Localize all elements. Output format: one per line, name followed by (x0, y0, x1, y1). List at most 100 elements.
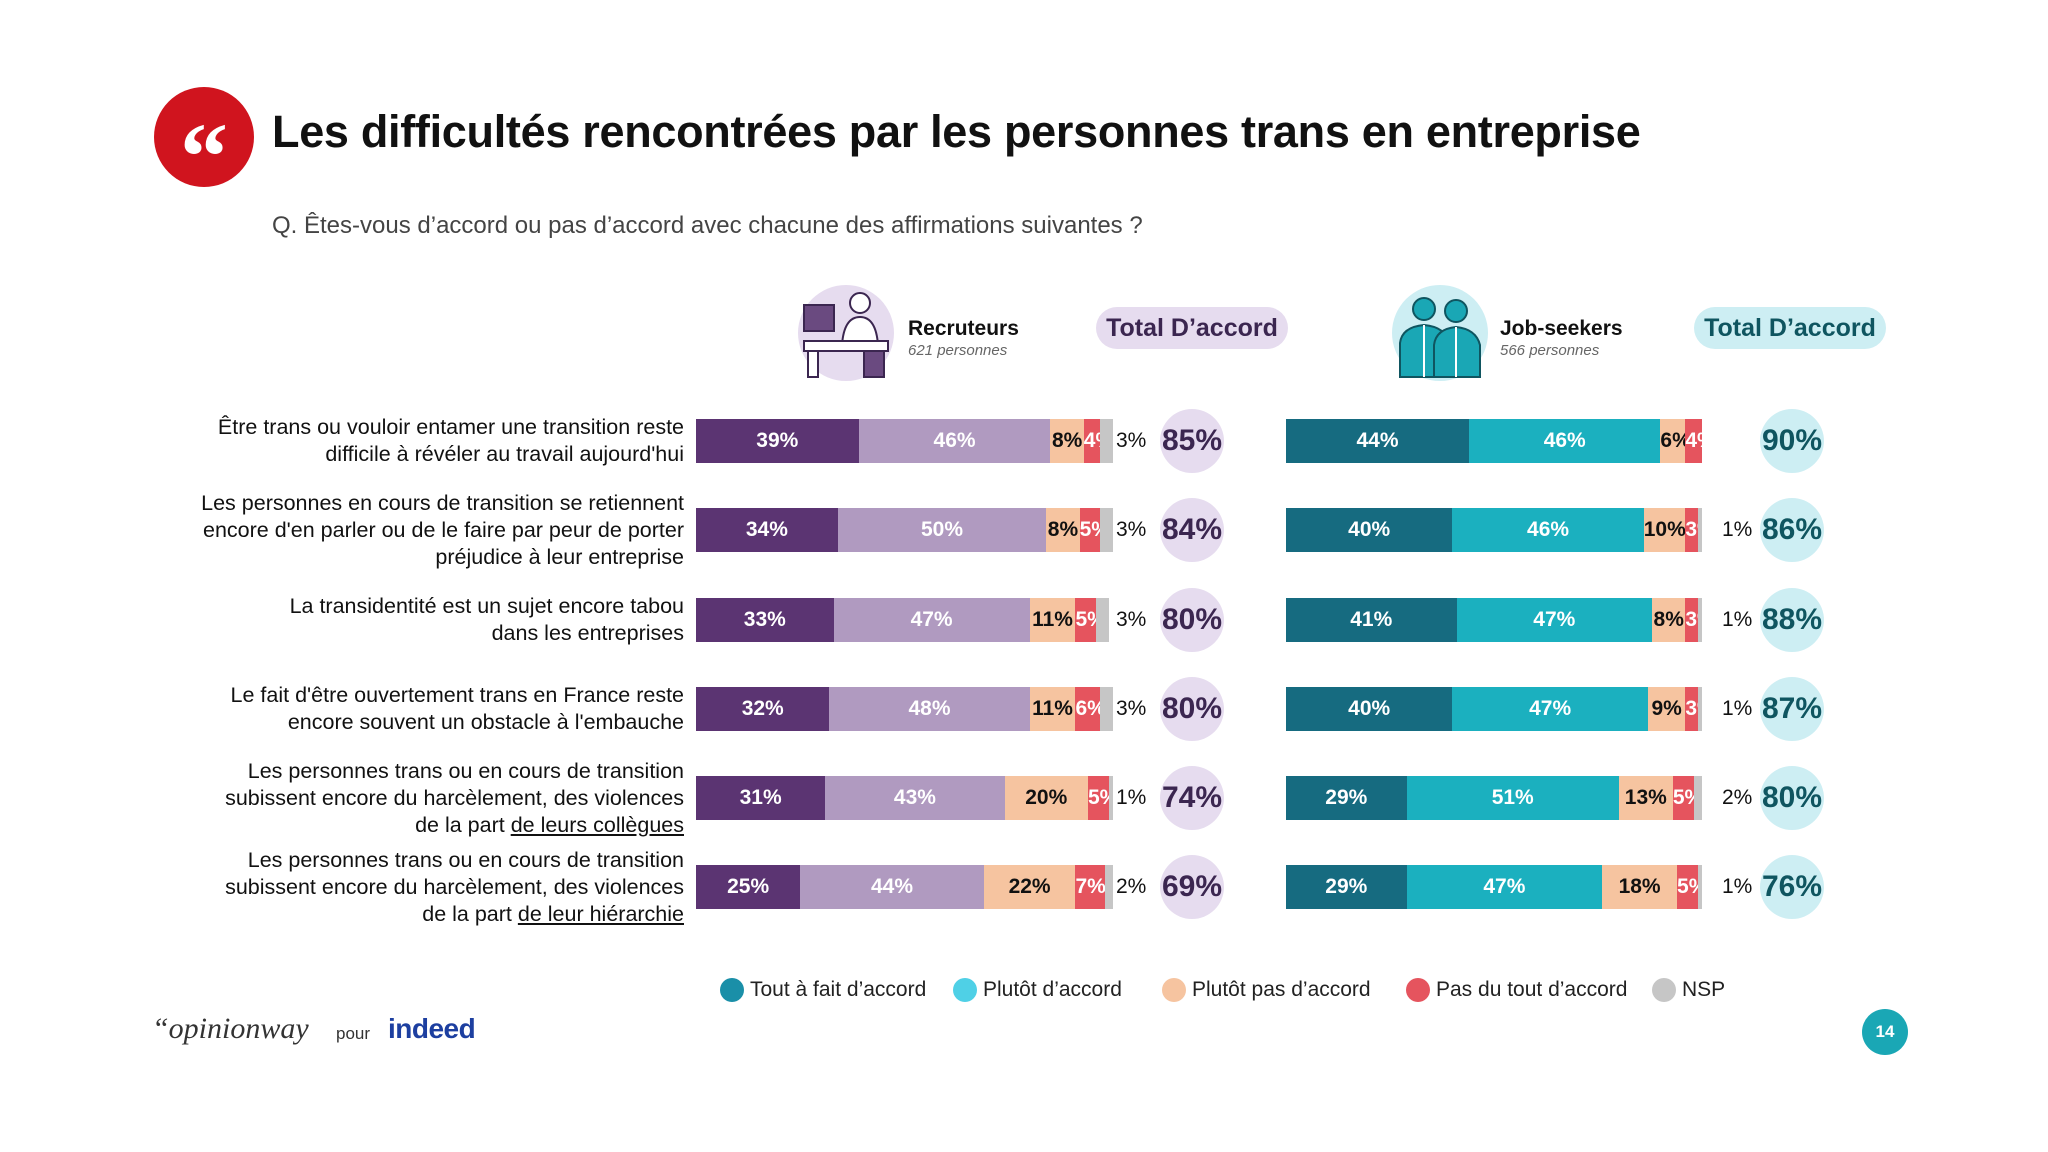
total-accord-value: 88% (1760, 588, 1824, 652)
bar-segment: 46% (858, 419, 1051, 463)
statement-label: Les personnes en cours de transition se … (201, 490, 684, 569)
bar-segment: 29% (1286, 776, 1407, 820)
bar-segment: 8% (1652, 598, 1686, 642)
bar-segment: 50% (837, 508, 1047, 552)
nsp-label: 1% (1722, 875, 1753, 898)
legend-swatch (953, 960, 980, 1002)
bar-segment: 3% (1685, 508, 1698, 552)
bar-segment: 47% (1456, 598, 1653, 642)
opinionway-logo: “opinionway (152, 1012, 309, 1045)
bar-segment: 40% (1286, 687, 1453, 731)
legend-swatch-secondary (723, 960, 747, 984)
legend-item: NSP (1652, 976, 1725, 1004)
bar-segment: 43% (825, 776, 1005, 820)
bar-segment (1096, 598, 1109, 642)
total-accord-value: 86% (1760, 498, 1824, 562)
nsp-label: 3% (1116, 429, 1147, 452)
question-text: Q. Êtes-vous d’accord ou pas d’accord av… (272, 212, 1143, 239)
bar-segment: 18% (1602, 865, 1678, 909)
bar-segment: 47% (1452, 687, 1648, 731)
legend-item: Plutôt pas d’accord (1162, 976, 1371, 1004)
bar-segment: 6% (1075, 687, 1101, 731)
bar-segment (1697, 598, 1702, 642)
bar-recruteurs: 31%43%20%5% (696, 776, 1113, 820)
bar-segment: 8% (1046, 508, 1080, 552)
bar-segment: 25% (696, 865, 801, 909)
bar-segment: 9% (1647, 687, 1686, 731)
bar-job-seekers: 29%51%13%5% (1286, 776, 1702, 820)
group-name-job-seekers: Job-seekers (1500, 317, 1623, 340)
group-sample-job-seekers: 566 personnes (1500, 342, 1600, 359)
bar-segment: 4% (1083, 419, 1101, 463)
total-accord-value: 76% (1760, 855, 1824, 919)
bar-segment: 33% (696, 598, 834, 642)
bar-segment: 5% (1677, 865, 1698, 909)
bar-segment (1697, 687, 1702, 731)
total-accord-header-recruiters: Total D’accord (1096, 307, 1288, 349)
statement-label: Les personnes trans ou en cours de trans… (225, 758, 684, 837)
bar-segment: 5% (1079, 508, 1101, 552)
bar-recruteurs: 32%48%11%6% (696, 687, 1113, 731)
statement-label: Être trans ou vouloir entamer une transi… (217, 415, 684, 466)
bar-segment: 20% (1004, 776, 1088, 820)
statement-label: Le fait d'être ouvertement trans en Fran… (230, 683, 684, 734)
total-accord-value: 87% (1760, 677, 1824, 741)
bar-segment (1693, 776, 1702, 820)
legend-swatch (1652, 978, 1676, 1002)
bar-segment: 34% (696, 508, 838, 552)
bar-segment (1100, 419, 1113, 463)
legend-swatch (720, 960, 747, 1002)
bar-segment: 41% (1286, 598, 1457, 642)
bar-segment: 51% (1406, 776, 1619, 820)
nsp-label: 1% (1116, 786, 1147, 809)
legend-swatch (1162, 978, 1186, 1002)
bar-segment (1108, 776, 1113, 820)
bar-recruteurs: 25% 44% 22% 7% (696, 865, 1113, 909)
page-title: Les difficultés rencontrées par les pers… (272, 106, 1641, 157)
bar-segment: 5% (1087, 776, 1109, 820)
group-name-recruiters: Recruteurs (908, 317, 1019, 340)
legend-label: Plutôt d’accord (983, 978, 1122, 1001)
bar-segment: 44% (800, 865, 984, 909)
job-seekers-people-icon (1392, 285, 1488, 381)
bar-segment: 11% (1029, 687, 1076, 731)
bar-segment (1100, 687, 1113, 731)
bar-segment: 31% (696, 776, 826, 820)
statement-label: La transidentité est un sujet encore tab… (289, 594, 684, 645)
bar-segment: 47% (833, 598, 1030, 642)
bar-job-seekers: 41%47%8%3% (1286, 598, 1702, 642)
bar-segment: 5% (1672, 776, 1694, 820)
bar-segment: 22% (983, 865, 1076, 909)
bar-segment: 29% (1286, 865, 1407, 909)
bar-segment: 7% (1075, 865, 1105, 909)
bar-job-seekers: 44%46%6%4% (1286, 419, 1702, 463)
bar-job-seekers: 40%46%10%3% (1286, 508, 1702, 552)
nsp-label: 3% (1116, 697, 1147, 720)
bar-segment: 46% (1452, 508, 1644, 552)
statement-label: Les personnes trans ou en cours de trans… (225, 847, 684, 926)
bar-segment: 3% (1685, 687, 1698, 731)
legend-item: Tout à fait d’accord (720, 960, 927, 1004)
bar-segment: 5% (1075, 598, 1097, 642)
legend-label: NSP (1682, 978, 1726, 1001)
bar-segment: 48% (829, 687, 1030, 731)
total-accord-value: 85% (1160, 409, 1224, 473)
nsp-label: 3% (1116, 518, 1147, 541)
nsp-label: 1% (1722, 608, 1753, 631)
nsp-label: 2% (1722, 786, 1753, 809)
footer-pour-text: pour (336, 1024, 371, 1043)
total-accord-header-job-seekers: Total D’accord (1694, 307, 1886, 349)
total-accord-value: 80% (1160, 677, 1224, 741)
legend-label: Tout à fait d’accord (750, 978, 927, 1001)
total-accord-value: 69% (1160, 855, 1224, 919)
page-number: 14 (1862, 1009, 1908, 1055)
bar-segment: 3% (1685, 598, 1698, 642)
bar-segment: 32% (696, 687, 830, 731)
bar-segment (1104, 865, 1113, 909)
bar-segment: 39% (696, 419, 859, 463)
nsp-label: 1% (1722, 518, 1753, 541)
nsp-label: 3% (1116, 608, 1147, 631)
bar-segment (1100, 508, 1113, 552)
total-accord-value: 84% (1160, 498, 1224, 562)
legend-label: Plutôt pas d’accord (1192, 978, 1371, 1001)
